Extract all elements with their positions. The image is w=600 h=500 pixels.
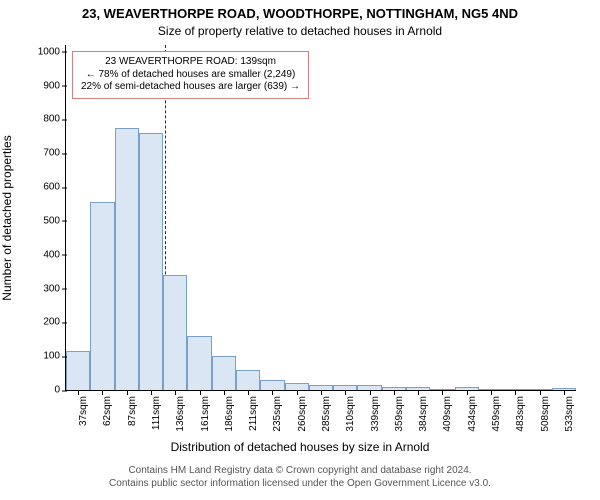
x-tick-mark — [321, 390, 322, 395]
x-tick-label: 434sqm — [467, 396, 478, 432]
x-tick-label: 87sqm — [127, 396, 138, 426]
chart-subtitle: Size of property relative to detached ho… — [0, 24, 600, 38]
x-tick-mark — [394, 390, 395, 395]
x-tick-label: 459sqm — [491, 396, 502, 432]
x-tick-mark — [297, 390, 298, 395]
x-tick-mark — [515, 390, 516, 395]
histogram-bar — [139, 133, 163, 390]
x-tick-mark — [564, 390, 565, 395]
chart-title-address: 23, WEAVERTHORPE ROAD, WOODTHORPE, NOTTI… — [0, 6, 600, 21]
y-tick: 100 — [43, 351, 66, 362]
x-tick-mark — [175, 390, 176, 395]
histogram-bar — [285, 383, 309, 390]
x-tick-label: 260sqm — [297, 396, 308, 432]
x-tick-label: 508sqm — [540, 396, 551, 432]
x-tick-label: 310sqm — [345, 396, 356, 432]
annotation-line2: ← 78% of detached houses are smaller (2,… — [81, 69, 300, 82]
x-tick-mark — [370, 390, 371, 395]
histogram-bar — [90, 202, 114, 390]
histogram-bar — [115, 128, 139, 390]
x-tick-label: 483sqm — [515, 396, 526, 432]
x-tick-mark — [248, 390, 249, 395]
x-tick-mark — [127, 390, 128, 395]
histogram-bar — [236, 370, 260, 390]
x-tick-label: 62sqm — [102, 396, 113, 426]
chart-plot-area: 23 WEAVERTHORPE ROAD: 139sqm ← 78% of de… — [65, 45, 576, 391]
footer-attribution: Contains HM Land Registry data © Crown c… — [0, 465, 600, 490]
y-tick: 200 — [43, 317, 66, 328]
x-tick-mark — [467, 390, 468, 395]
x-tick-label: 235sqm — [272, 396, 283, 432]
x-tick-label: 111sqm — [151, 396, 162, 430]
x-tick-mark — [102, 390, 103, 395]
y-tick: 0 — [54, 385, 66, 396]
x-tick-mark — [418, 390, 419, 395]
y-tick: 800 — [43, 114, 66, 125]
x-tick-label: 161sqm — [200, 396, 211, 432]
x-tick-mark — [151, 390, 152, 395]
x-tick-label: 533sqm — [564, 396, 575, 432]
annotation-line3: 22% of semi-detached houses are larger (… — [81, 81, 300, 94]
annotation-box: 23 WEAVERTHORPE ROAD: 139sqm ← 78% of de… — [72, 51, 309, 99]
histogram-bar — [260, 380, 284, 390]
histogram-bar — [187, 336, 211, 390]
x-tick-label: 211sqm — [248, 396, 259, 431]
x-tick-mark — [491, 390, 492, 395]
y-tick: 700 — [43, 148, 66, 159]
histogram-bar — [66, 351, 90, 390]
footer-line1: Contains HM Land Registry data © Crown c… — [0, 465, 600, 478]
x-tick-mark — [345, 390, 346, 395]
y-tick: 900 — [43, 80, 66, 91]
x-tick-label: 186sqm — [224, 396, 235, 432]
histogram-bar — [163, 275, 187, 390]
footer-line2: Contains public sector information licen… — [0, 478, 600, 491]
y-tick: 300 — [43, 283, 66, 294]
y-tick: 500 — [43, 215, 66, 226]
y-tick: 600 — [43, 182, 66, 193]
x-tick-label: 409sqm — [442, 396, 453, 432]
x-tick-mark — [224, 390, 225, 395]
annotation-line1: 23 WEAVERTHORPE ROAD: 139sqm — [81, 56, 300, 69]
x-tick-mark — [540, 390, 541, 395]
x-tick-label: 339sqm — [370, 396, 381, 432]
y-tick: 1000 — [38, 46, 66, 57]
x-tick-label: 285sqm — [321, 396, 332, 432]
x-tick-label: 136sqm — [175, 396, 186, 432]
y-tick: 400 — [43, 249, 66, 260]
y-axis-label: Number of detached properties — [0, 135, 14, 300]
x-axis-label: Distribution of detached houses by size … — [0, 440, 600, 454]
x-tick-label: 384sqm — [418, 396, 429, 432]
x-tick-mark — [200, 390, 201, 395]
x-tick-mark — [442, 390, 443, 395]
x-tick-label: 37sqm — [78, 396, 89, 426]
x-tick-mark — [272, 390, 273, 395]
x-tick-label: 359sqm — [394, 396, 405, 432]
histogram-bar — [212, 356, 236, 390]
x-tick-mark — [78, 390, 79, 395]
